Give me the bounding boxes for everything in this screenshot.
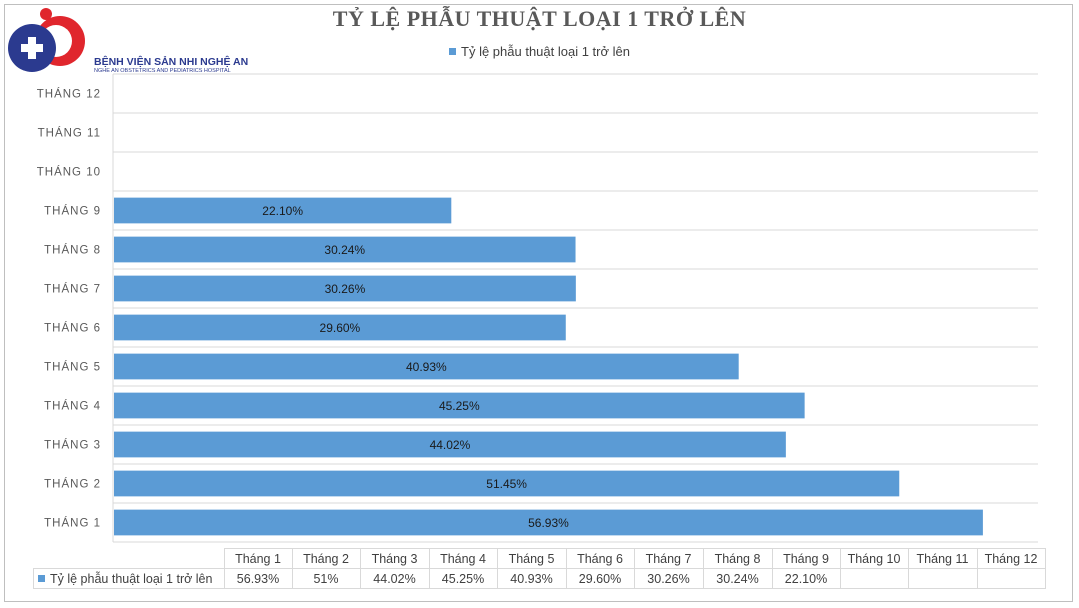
hospital-logo: BỆNH VIỆN SẢN NHI NGHỆ AN NGHE AN OBSTET… (6, 6, 249, 76)
bar (114, 353, 739, 380)
category-label: THÁNG 8 (44, 244, 101, 257)
category-label: THÁNG 3 (44, 439, 101, 452)
data-table-cell: 30.26% (633, 568, 704, 589)
data-table-cell: 45.25% (428, 568, 498, 589)
data-table-column-header: Tháng 1 (223, 548, 293, 569)
bar-data-label: 51.45% (486, 477, 527, 491)
bar (114, 392, 805, 419)
data-table-column-header: Tháng 11 (907, 548, 978, 569)
data-table-corner (34, 549, 225, 569)
legend: Tỷ lệ phẫu thuật loại 1 trở lên (0, 44, 1079, 59)
logo-name: BỆNH VIỆN SẢN NHI NGHỆ AN (94, 56, 249, 68)
bar (114, 431, 786, 458)
bar (114, 314, 566, 341)
logo-subtitle: NGHE AN OBSTETRICS AND PEDIATRICS HOSPIT… (94, 68, 231, 74)
bar (114, 275, 576, 302)
category-label: THÁNG 10 (37, 166, 101, 179)
bar (114, 236, 576, 263)
category-label: THÁNG 11 (38, 127, 101, 140)
data-table-column-header: Tháng 3 (359, 548, 430, 569)
data-table-header-row: Tháng 1 Tháng 2 Tháng 3 Tháng 4 Tháng 5 Tháng… (34, 548, 1046, 569)
data-table-cell (839, 568, 909, 589)
bar-data-label: 22.10% (262, 204, 303, 218)
bar (114, 470, 900, 497)
data-table-column-header: Tháng 2 (291, 548, 361, 569)
category-label: THÁNG 5 (44, 361, 101, 374)
category-label: THÁNG 1 (44, 517, 101, 530)
data-table-cell: 30.24% (702, 568, 773, 589)
category-label: THÁNG 4 (44, 400, 101, 413)
data-table-value-row: Tỷ lệ phẫu thuật loại 1 trở lên 56.93% 51… (33, 568, 1046, 589)
data-table-cell: 44.02% (359, 568, 430, 589)
bar-chart-plot: THÁNG 1 56.93% THÁNG 2 51.45% THÁNG 3 44.02% T… (37, 73, 1038, 543)
bar-data-label: 45.25% (439, 399, 480, 413)
logo-emblem-icon (8, 8, 85, 72)
legend-swatch (38, 574, 45, 582)
data-table-column-header: Tháng 10 (839, 548, 909, 569)
data-table-cell: 56.93% (223, 568, 293, 589)
data-table-series-name: Tỷ lệ phẫu thuật loại 1 trở lên (50, 571, 213, 586)
data-table-cell (976, 568, 1046, 589)
data-table-series-label: Tỷ lệ phẫu thuật loại 1 trở lên (33, 568, 225, 589)
category-label: THÁNG 9 (44, 205, 101, 218)
bar-data-label: 40.93% (406, 360, 447, 374)
data-table-cell: 40.93% (496, 568, 567, 589)
data-table-cell: 29.60% (565, 568, 635, 589)
category-label: THÁNG 12 (37, 88, 101, 101)
legend-label: Tỷ lệ phẫu thuật loại 1 trở lên (461, 44, 630, 59)
data-table-column-header: Tháng 9 (771, 548, 841, 569)
data-table: Tháng 1 Tháng 2 Tháng 3 Tháng 4 Tháng 5 Tháng… (33, 548, 1046, 589)
bar-data-label: 56.93% (528, 516, 569, 530)
data-table-cell: 51% (291, 568, 361, 589)
data-table-cell (907, 568, 978, 589)
bar-data-label: 44.02% (430, 438, 471, 452)
data-table-column-header: Tháng 12 (976, 548, 1046, 569)
data-table-column-header: Tháng 6 (565, 548, 635, 569)
data-table-column-header: Tháng 8 (702, 548, 773, 569)
chart-frame (4, 4, 1073, 602)
category-label: THÁNG 6 (44, 322, 101, 335)
bar-data-label: 30.24% (324, 243, 365, 257)
bar-data-label: 29.60% (320, 321, 361, 335)
chart-title: TỶ LỆ PHẪU THUẬT LOẠI 1 TRỞ LÊN (332, 6, 747, 31)
legend-swatch (449, 48, 457, 55)
bar (114, 509, 983, 536)
category-label: THÁNG 7 (44, 283, 101, 296)
bar-data-label: 30.26% (325, 282, 366, 296)
category-label: THÁNG 2 (44, 478, 101, 491)
bar (114, 197, 452, 224)
data-table-column-header: Tháng 5 (496, 548, 567, 569)
data-table-cell: 22.10% (771, 568, 841, 589)
data-table-column-header: Tháng 7 (633, 548, 704, 569)
data-table-column-header: Tháng 4 (428, 548, 498, 569)
